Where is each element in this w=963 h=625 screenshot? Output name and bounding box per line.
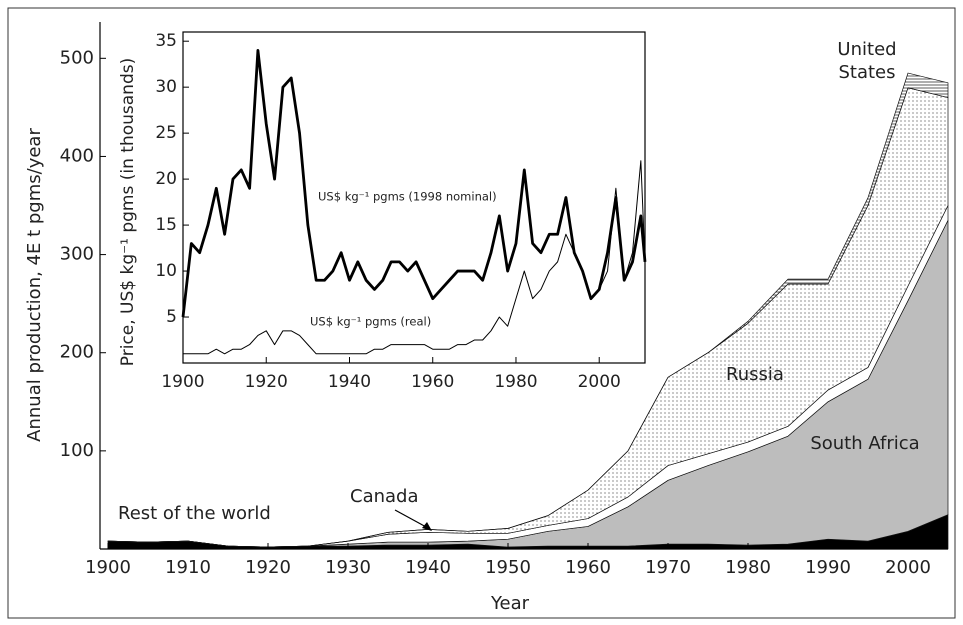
y-tick-label: 100 [60,440,94,461]
x-tick-label: 1990 [805,557,851,578]
line [183,160,646,355]
series-label: Russia [726,364,784,385]
x-tick-label: 1950 [485,557,531,578]
y-tick-label: 5 [166,307,177,327]
y-tick-label: 20 [155,169,177,189]
y-tick-label: 400 [60,145,94,166]
inset-background [110,22,646,396]
series-label: Rest of the world [118,503,271,524]
x-tick-label: 1900 [85,557,131,578]
inset-series-label: US$ kg⁻¹ pgms (1998 nominal) [318,190,497,204]
line [181,48,647,318]
y-tick-label: 10 [155,261,177,281]
x-tick-label: 1970 [645,557,691,578]
x-axis-label: Year [490,593,530,614]
y-tick-label: 200 [60,342,94,363]
canada-arrowhead [422,522,432,531]
x-tick-label: 1960 [565,557,611,578]
canada-arrow [394,509,429,529]
series-label: United States [837,39,897,83]
y-tick-label: 30 [155,77,177,97]
inset-series-label: US$ kg⁻¹ pgms (real) [310,315,431,329]
y-tick-label: 25 [155,123,177,143]
x-tick-label: 1900 [161,372,204,392]
y-tick-label: 35 [155,31,177,51]
x-tick-label: 1920 [245,557,291,578]
x-tick-label: 1930 [325,557,371,578]
y-axis-label: Annual production, 4E t pgms/year [24,128,45,442]
inset-y-axis-label: Price, US$ kg⁻¹ pgms (in thousands) [118,58,138,366]
frame [7,7,956,619]
inset-frame [182,31,646,364]
x-tick-label: 1940 [328,372,371,392]
x-tick-label: 1920 [245,372,288,392]
x-tick-label: 1940 [405,557,451,578]
x-tick-label: 1910 [165,557,211,578]
series-label: Canada [350,486,419,507]
x-tick-label: 2000 [885,557,931,578]
x-tick-label: 1980 [494,372,537,392]
x-tick-label: 1960 [411,372,454,392]
y-tick-label: 15 [155,215,177,235]
inset-chart: 5 10 15 20 25 30 35 1900 1920 1940 1960 1980 2000 [155,31,647,392]
x-tick-label: 2000 [578,372,621,392]
y-tick-label: 500 [60,47,94,68]
x-tick-label: 1980 [725,557,771,578]
area [107,72,949,548]
series-label: South Africa [810,433,919,454]
main-chart: 100 200 300 400 500 1900 1910 1920 1930 1940 1950 1… [60,22,949,578]
y-tick-label: 300 [60,244,94,265]
